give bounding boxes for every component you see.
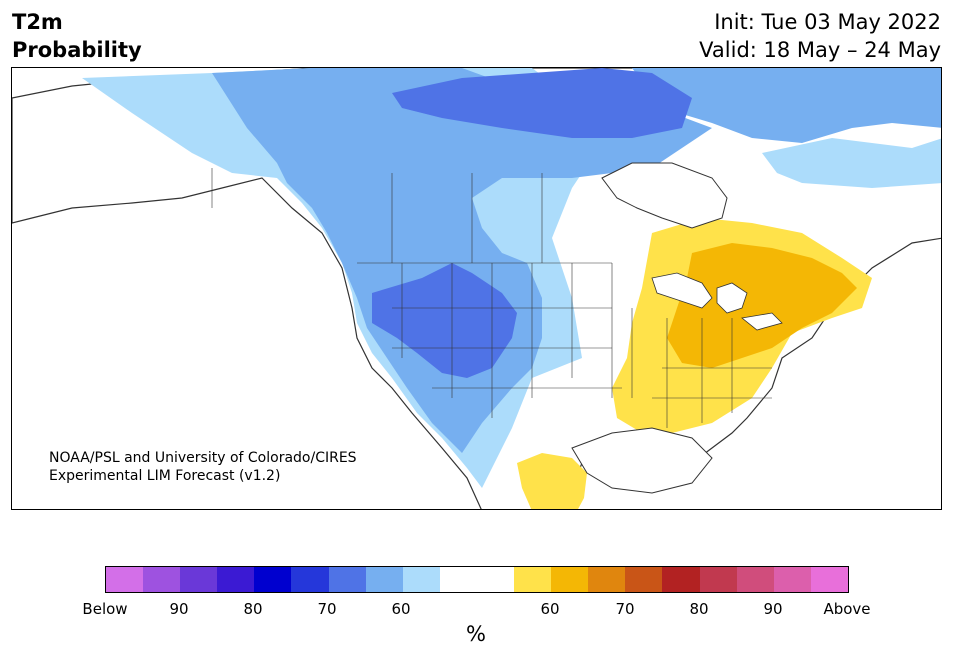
prob-80-arctic-region <box>392 68 692 138</box>
great-lakes <box>651 272 783 331</box>
colorbar-label: 80 <box>243 600 263 618</box>
gulf-of-mexico <box>571 427 713 494</box>
colorbar-label: 60 <box>540 600 560 618</box>
credit-line-2: Experimental LIM Forecast (v1.2) <box>49 468 281 484</box>
colorbar-label: 60 <box>391 600 411 618</box>
colorbar-swatch <box>773 567 811 592</box>
map-svg <box>12 68 941 509</box>
forecast-map <box>11 67 942 510</box>
valid-range: Valid: 18 May – 24 May <box>699 38 941 62</box>
colorbar-swatch <box>514 567 552 592</box>
title-line-1: T2m <box>12 10 63 34</box>
colorbar-swatch <box>810 567 848 592</box>
political-borders <box>211 168 772 428</box>
prob-70-above-region <box>667 243 857 368</box>
colorbar-swatch <box>699 567 737 592</box>
colorbar-swatch <box>254 567 292 592</box>
colorbar-swatch <box>180 567 218 592</box>
colorbar-swatch <box>106 567 144 592</box>
colorbar-swatch <box>217 567 255 592</box>
colorbar-swatch <box>291 567 329 592</box>
prob-60-mexico-region <box>517 453 587 509</box>
credit-text: NOAA/PSL and University of Colorado/CIRE… <box>49 449 357 485</box>
colorbar-swatch <box>625 567 663 592</box>
colorbar-swatch <box>476 567 515 592</box>
colorbar-label: 70 <box>615 600 635 618</box>
map-title: T2m Probability <box>12 8 142 64</box>
prob-70-arctic-region <box>632 68 941 143</box>
title-line-2: Probability <box>12 38 142 62</box>
colorbar-swatch <box>365 567 403 592</box>
colorbar-label: Below <box>82 600 128 618</box>
colorbar-swatch <box>588 567 626 592</box>
colorbar-label: 90 <box>763 600 783 618</box>
colorbar-swatch <box>328 567 366 592</box>
prob-80-west-region <box>372 263 517 378</box>
colorbar-swatch <box>143 567 181 592</box>
colorbar-label: 70 <box>317 600 337 618</box>
colorbar-label: 80 <box>689 600 709 618</box>
colorbar <box>105 566 849 593</box>
colorbar-unit: % <box>466 622 486 646</box>
colorbar-label: 90 <box>169 600 189 618</box>
prob-70-below-region <box>212 68 712 453</box>
credit-line-1: NOAA/PSL and University of Colorado/CIRE… <box>49 450 357 466</box>
forecast-dates: Init: Tue 03 May 2022 Valid: 18 May – 24… <box>699 8 941 64</box>
colorbar-swatch <box>551 567 589 592</box>
colorbar-label: Above <box>823 600 871 618</box>
colorbar-swatch <box>439 567 477 592</box>
hudson-bay <box>601 162 728 229</box>
colorbar-swatch <box>736 567 774 592</box>
colorbar-swatch <box>662 567 700 592</box>
init-date: Init: Tue 03 May 2022 <box>714 10 941 34</box>
prob-60-northeast-region <box>762 138 941 188</box>
colorbar-swatch <box>402 567 440 592</box>
